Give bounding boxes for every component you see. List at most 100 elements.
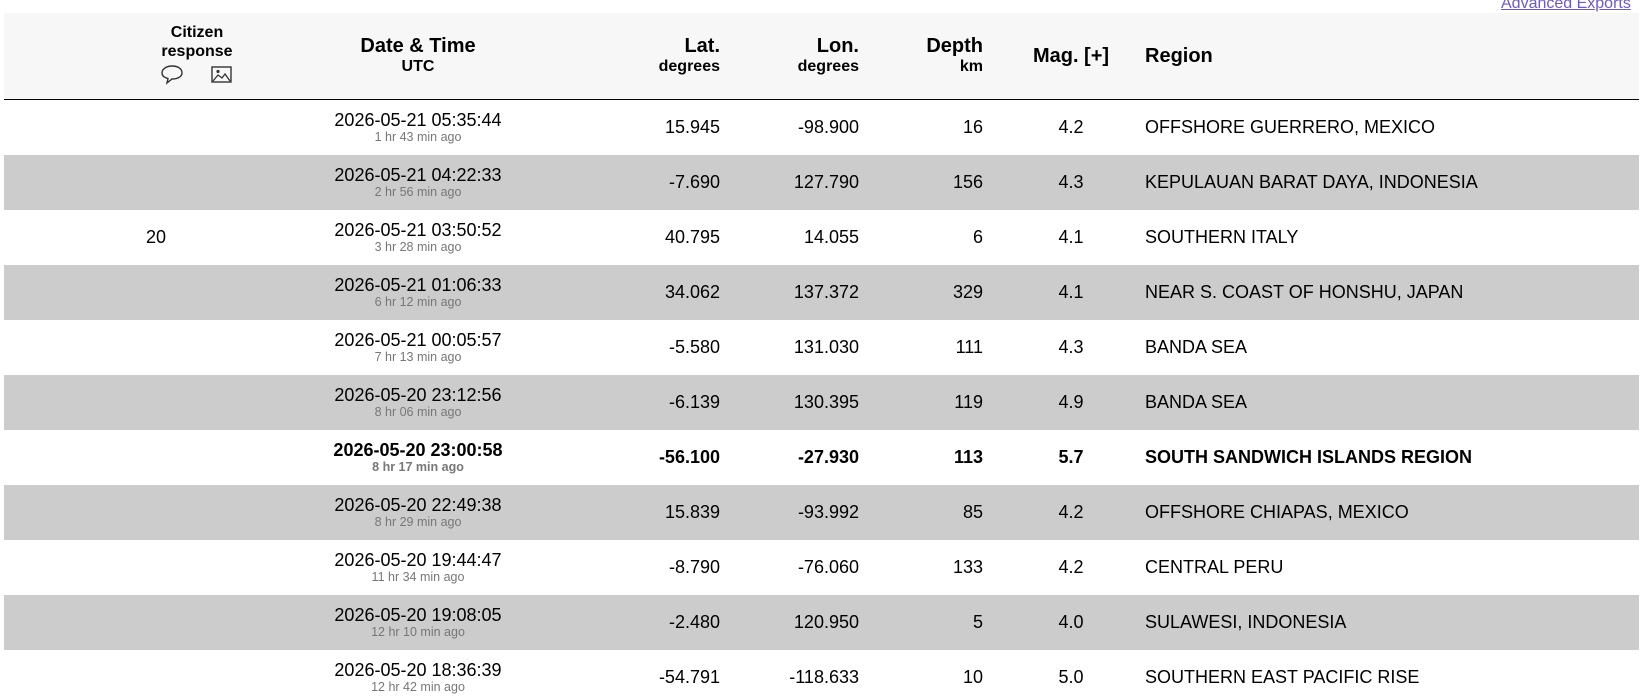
depth: 133 <box>952 557 983 577</box>
table-row <box>4 210 1639 265</box>
depth: 6 <box>972 227 983 247</box>
latitude: -6.139 <box>668 392 720 412</box>
longitude: 137.372 <box>793 282 859 302</box>
event-date: 2026-05-21 04:22:33 <box>334 165 502 185</box>
latitude: 15.945 <box>664 117 720 137</box>
time-ago: 12 hr 42 min ago <box>371 679 465 694</box>
magnitude: 4.9 <box>1058 392 1084 412</box>
longitude: 131.030 <box>793 337 859 357</box>
latitude: 40.795 <box>664 227 720 247</box>
time-ago: 8 hr 29 min ago <box>374 514 462 529</box>
lon-header: Lon. <box>816 35 859 57</box>
mag-header[interactable]: Mag. [+] <box>1032 45 1110 67</box>
magnitude: 4.3 <box>1058 172 1084 192</box>
longitude: -98.900 <box>797 117 859 137</box>
time-ago: 8 hr 06 min ago <box>374 404 462 419</box>
time-ago: 11 hr 34 min ago <box>371 569 465 584</box>
date-header: Date & Time <box>360 35 476 57</box>
longitude: 120.950 <box>793 612 859 632</box>
lon-unit: degrees <box>797 58 859 75</box>
event-date: 2026-05-20 22:49:38 <box>334 495 502 515</box>
event-date: 2026-05-20 23:12:56 <box>334 385 502 405</box>
event-date: 2026-05-20 19:08:05 <box>334 605 502 625</box>
longitude: -118.633 <box>789 667 859 687</box>
latitude: -8.790 <box>668 557 720 577</box>
latitude: 15.839 <box>664 502 720 522</box>
citizen-icons <box>161 65 232 85</box>
region: SULAWESI, INDONESIA <box>1145 612 1347 632</box>
depth: 111 <box>955 337 983 357</box>
magnitude: 4.1 <box>1058 227 1084 247</box>
event-date: 2026-05-21 03:50:52 <box>334 220 502 240</box>
event-date: 2026-05-20 23:00:58 <box>333 440 503 460</box>
table-row <box>4 540 1639 595</box>
region: OFFSHORE CHIAPAS, MEXICO <box>1145 502 1409 522</box>
latitude: -56.100 <box>658 447 720 467</box>
region: KEPULAUAN BARAT DAYA, INDONESIA <box>1145 172 1478 192</box>
table-row <box>4 650 1639 697</box>
table-row <box>4 430 1639 485</box>
event-date: 2026-05-21 05:35:44 <box>334 110 502 130</box>
magnitude: 4.1 <box>1058 282 1084 302</box>
magnitude: 5.7 <box>1058 447 1084 467</box>
depth-unit: km <box>959 58 983 75</box>
region: BANDA SEA <box>1145 337 1248 357</box>
table-row <box>4 375 1639 430</box>
magnitude: 5.0 <box>1058 667 1084 687</box>
depth: 16 <box>962 117 983 137</box>
depth: 329 <box>952 282 983 302</box>
time-ago: 12 hr 10 min ago <box>371 624 465 639</box>
table-row <box>4 320 1639 375</box>
table-row <box>4 100 1639 155</box>
magnitude: 4.3 <box>1058 337 1084 357</box>
magnitude: 4.2 <box>1058 502 1084 522</box>
depth: 113 <box>953 447 983 467</box>
magnitude: 4.2 <box>1058 117 1084 137</box>
date-unit: UTC <box>401 58 435 75</box>
region: SOUTH SANDWICH ISLANDS REGION <box>1145 447 1473 467</box>
depth-header: Depth <box>926 35 983 57</box>
depth: 85 <box>962 502 983 522</box>
event-date: 2026-05-20 19:44:47 <box>334 550 502 570</box>
longitude: 130.395 <box>793 392 859 412</box>
time-ago: 7 hr 13 min ago <box>374 349 462 364</box>
table-row <box>4 595 1639 650</box>
longitude: -27.930 <box>797 447 859 467</box>
longitude: 14.055 <box>803 227 859 247</box>
time-ago: 3 hr 28 min ago <box>374 239 462 254</box>
magnitude: 4.2 <box>1058 557 1084 577</box>
time-ago: 1 hr 43 min ago <box>374 129 462 144</box>
latitude: -2.480 <box>668 612 720 632</box>
magnitude: 4.0 <box>1058 612 1084 632</box>
latitude: -5.580 <box>668 337 720 357</box>
lat-header: Lat. <box>684 35 720 57</box>
depth: 119 <box>954 392 983 412</box>
region: SOUTHERN EAST PACIFIC RISE <box>1145 667 1420 687</box>
citizen-header: Citizen response <box>161 24 233 60</box>
citizen-count: 20 <box>145 227 167 247</box>
event-date: 2026-05-20 18:36:39 <box>334 660 502 680</box>
table-header <box>4 13 1639 101</box>
region: CENTRAL PERU <box>1145 557 1284 577</box>
longitude: 127.790 <box>793 172 859 192</box>
table-row <box>4 485 1639 540</box>
latitude: 34.062 <box>664 282 720 302</box>
latitude: -54.791 <box>658 667 720 687</box>
depth: 5 <box>972 612 983 632</box>
region: BANDA SEA <box>1145 392 1248 412</box>
longitude: -76.060 <box>797 557 859 577</box>
depth: 10 <box>962 667 983 687</box>
region: NEAR S. COAST OF HONSHU, JAPAN <box>1145 282 1464 302</box>
time-ago: 8 hr 17 min ago <box>372 459 464 474</box>
region: OFFSHORE GUERRERO, MEXICO <box>1145 117 1436 137</box>
time-ago: 2 hr 56 min ago <box>374 184 462 199</box>
longitude: -93.992 <box>797 502 859 522</box>
time-ago: 6 hr 12 min ago <box>374 294 462 309</box>
table-row <box>4 155 1639 210</box>
event-date: 2026-05-21 01:06:33 <box>334 275 502 295</box>
table-row <box>4 265 1639 320</box>
event-date: 2026-05-21 00:05:57 <box>334 330 502 350</box>
advanced-exports-link[interactable]: Advanced Exports <box>1501 0 1631 12</box>
depth: 156 <box>952 172 983 192</box>
